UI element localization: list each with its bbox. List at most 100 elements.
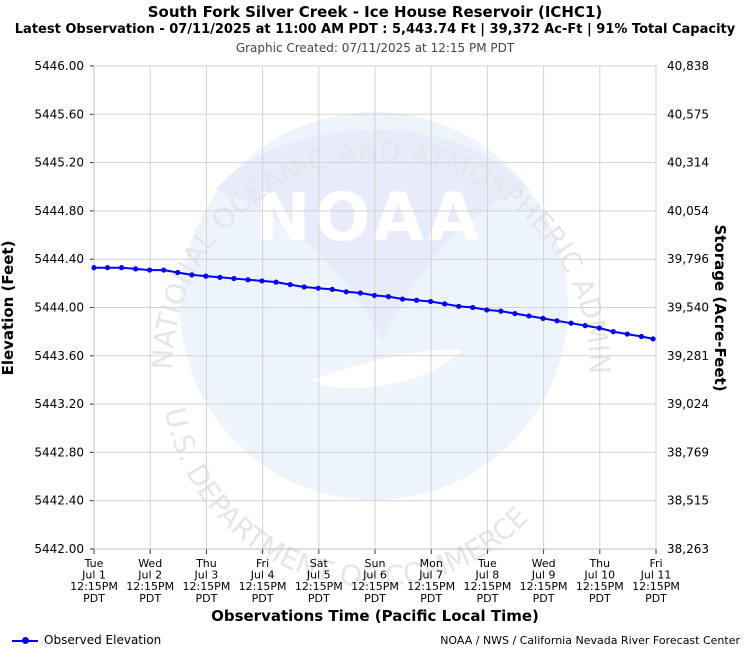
x-tick-label: PDT bbox=[252, 592, 274, 605]
data-point bbox=[554, 318, 560, 324]
data-point bbox=[596, 325, 602, 331]
y-tick-label: 5444.00 bbox=[34, 301, 84, 315]
x-tick-label: PDT bbox=[420, 592, 442, 605]
y2-tick-label: 38,515 bbox=[667, 494, 709, 508]
x-tick-label: Jul 1 bbox=[81, 569, 106, 582]
data-point bbox=[568, 320, 574, 326]
data-point bbox=[498, 308, 504, 314]
y-tick-label: 5442.00 bbox=[34, 542, 84, 556]
y2-tick-label: 38,769 bbox=[667, 445, 709, 459]
x-tick-label: Fri bbox=[649, 557, 662, 570]
x-tick-label: PDT bbox=[533, 592, 555, 605]
data-point bbox=[315, 285, 321, 291]
x-tick-label: PDT bbox=[139, 592, 161, 605]
y-tick-label: 5445.60 bbox=[34, 107, 84, 121]
x-tick-label: Jul 5 bbox=[306, 569, 331, 582]
data-point bbox=[329, 286, 335, 292]
x-tick-label: Jul 9 bbox=[531, 569, 556, 582]
x-tick-label: Tue bbox=[477, 557, 497, 570]
x-tick-label: Jul 6 bbox=[362, 569, 387, 582]
data-point bbox=[245, 277, 251, 283]
data-point bbox=[161, 267, 167, 273]
x-tick-label: Tue bbox=[84, 557, 104, 570]
credit-text: NOAA / NWS / California Nevada River For… bbox=[440, 634, 740, 647]
data-point bbox=[428, 298, 434, 305]
data-point bbox=[456, 303, 462, 309]
data-point bbox=[582, 323, 588, 329]
data-point bbox=[413, 297, 420, 303]
data-point bbox=[343, 289, 349, 295]
data-point bbox=[287, 281, 293, 288]
x-tick-label: Jul 4 bbox=[250, 569, 275, 582]
data-point bbox=[638, 333, 644, 340]
data-point bbox=[385, 294, 392, 300]
y-tick-label: 5442.40 bbox=[34, 494, 84, 508]
data-point bbox=[624, 331, 630, 337]
data-point bbox=[132, 266, 139, 272]
chart-title: South Fork Silver Creek - Ice House Rese… bbox=[147, 3, 603, 21]
x-tick-label: Jul 7 bbox=[418, 569, 443, 582]
data-point bbox=[484, 307, 490, 313]
y-tick-label: 5445.20 bbox=[34, 156, 84, 170]
y2-tick-label: 39,540 bbox=[667, 301, 709, 315]
watermark-wave-shape bbox=[310, 349, 462, 389]
data-point bbox=[526, 313, 532, 319]
data-point bbox=[650, 336, 656, 342]
data-point bbox=[442, 301, 448, 307]
x-tick-label: PDT bbox=[589, 592, 611, 605]
x-tick-label: Jul 8 bbox=[475, 569, 500, 582]
data-point bbox=[217, 274, 223, 280]
x-tick-label: Thu bbox=[588, 557, 610, 570]
y-tick-label: 5443.60 bbox=[34, 349, 84, 363]
x-tick-label: 12:15PM bbox=[520, 580, 568, 593]
x-tick-label: Jul 2 bbox=[137, 569, 162, 582]
y-tick-label: 5444.40 bbox=[34, 252, 84, 266]
data-point bbox=[371, 292, 378, 299]
y2-tick-label: 40,054 bbox=[667, 204, 709, 218]
y2-tick-label: 40,838 bbox=[667, 59, 709, 73]
data-point bbox=[118, 265, 125, 271]
x-tick-label: Wed bbox=[532, 557, 556, 570]
x-tick-label: Sat bbox=[310, 557, 329, 570]
x-tick-label: PDT bbox=[645, 592, 667, 605]
chart-subtitle: Latest Observation - 07/11/2025 at 11:00… bbox=[14, 22, 736, 37]
x-tick-label: PDT bbox=[364, 592, 386, 605]
data-point bbox=[189, 272, 195, 278]
y2-tick-label: 40,314 bbox=[667, 156, 709, 170]
data-point bbox=[231, 275, 237, 282]
watermark-bird-shape bbox=[215, 129, 527, 342]
legend-label: Observed Elevation bbox=[44, 633, 162, 647]
x-tick-label: 12:15PM bbox=[351, 580, 399, 593]
x-tick-label: 12:15PM bbox=[632, 580, 680, 593]
y-axis-label: Elevation (Feet) bbox=[0, 241, 17, 376]
data-point bbox=[203, 273, 209, 279]
y2-tick-label: 38,263 bbox=[667, 542, 709, 556]
y-tick-label: 5444.80 bbox=[34, 204, 84, 218]
watermark-logo-text: NOAA bbox=[255, 179, 483, 256]
data-point bbox=[273, 279, 279, 285]
x-tick-label: PDT bbox=[195, 592, 217, 605]
data-point bbox=[175, 269, 181, 276]
y-tick-label: 5446.00 bbox=[34, 59, 84, 73]
x-tick-label: 12:15PM bbox=[407, 580, 455, 593]
x-tick-label: 12:15PM bbox=[239, 580, 287, 593]
x-tick-label: 12:15PM bbox=[295, 580, 343, 593]
x-tick-label: PDT bbox=[476, 592, 498, 605]
x-tick-label: 12:15PM bbox=[70, 580, 118, 593]
data-point bbox=[259, 278, 265, 284]
data-point bbox=[357, 290, 363, 296]
x-tick-label: Fri bbox=[256, 557, 269, 570]
x-tick-label: Jul 11 bbox=[640, 569, 672, 582]
x-tick-label: Sun bbox=[365, 557, 386, 570]
x-tick-label: Wed bbox=[138, 557, 162, 570]
data-point bbox=[91, 265, 97, 271]
y2-tick-label: 40,575 bbox=[667, 107, 709, 121]
data-point bbox=[147, 267, 153, 273]
x-axis-label: Observations Time (Pacific Local Time) bbox=[211, 607, 539, 625]
y2-tick-label: 39,796 bbox=[667, 252, 709, 266]
x-tick-label: Thu bbox=[195, 557, 217, 570]
y-tick-label: 5443.20 bbox=[34, 397, 84, 411]
y-tick-label: 5442.80 bbox=[34, 445, 84, 459]
